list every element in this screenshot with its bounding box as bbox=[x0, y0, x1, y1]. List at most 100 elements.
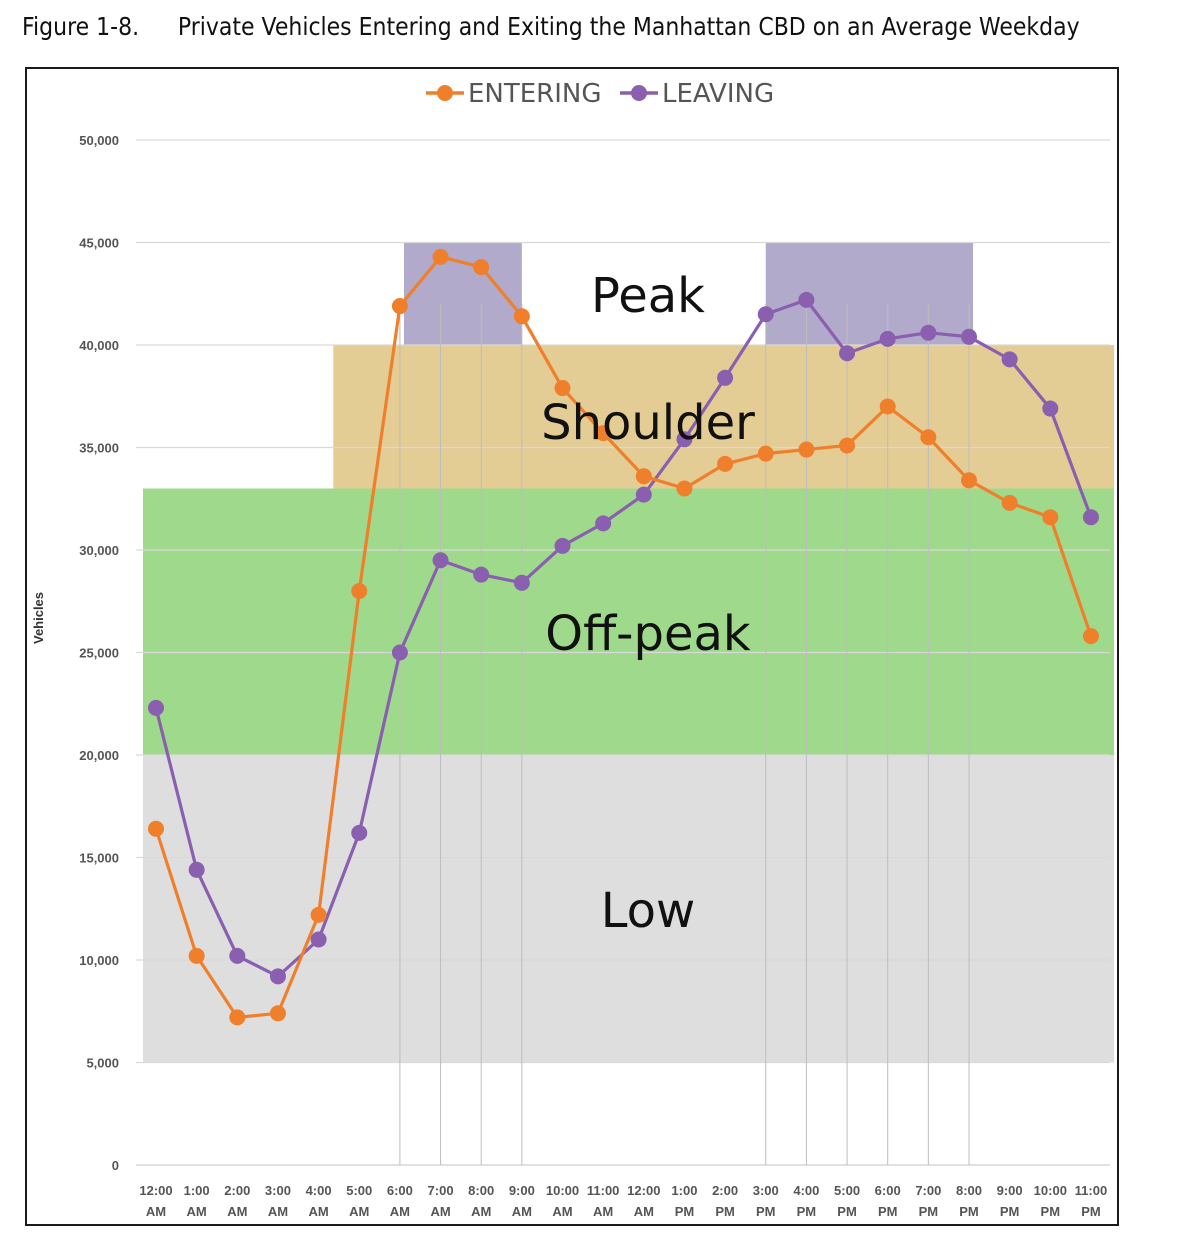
x-tick-label: 2:00 bbox=[712, 1183, 738, 1198]
zone-band-off-peak bbox=[143, 488, 1114, 755]
x-tick-period: AM bbox=[349, 1204, 369, 1219]
data-point bbox=[148, 820, 164, 837]
x-tick-period: AM bbox=[390, 1204, 410, 1219]
x-tick-period: AM bbox=[512, 1204, 532, 1219]
data-point bbox=[1001, 351, 1018, 368]
data-point bbox=[920, 429, 937, 446]
data-point bbox=[432, 552, 449, 569]
data-point bbox=[391, 298, 408, 315]
x-tick-label: 4:00 bbox=[306, 1183, 332, 1198]
data-point bbox=[310, 931, 327, 948]
gridlines bbox=[136, 139, 1110, 1166]
data-point bbox=[269, 1005, 286, 1022]
zone-label-off-peak: Off-peak bbox=[545, 606, 751, 662]
data-point bbox=[717, 455, 734, 472]
zone-label-low: Low bbox=[601, 883, 696, 939]
zone-labels: Low Off-peak Shoulder Peak bbox=[541, 268, 755, 939]
x-tick-label: 12:00 bbox=[627, 1183, 660, 1198]
data-point bbox=[676, 480, 693, 497]
legend-label: ENTERING bbox=[468, 79, 602, 109]
data-point bbox=[635, 486, 652, 503]
y-axis-label: Vehicles bbox=[31, 592, 46, 644]
x-tick-label: 9:00 bbox=[509, 1183, 535, 1198]
data-point bbox=[473, 259, 490, 276]
data-point bbox=[1042, 509, 1059, 526]
data-point bbox=[1082, 509, 1099, 526]
legend-swatch-marker bbox=[437, 85, 453, 101]
data-point bbox=[188, 947, 205, 964]
data-point bbox=[351, 583, 368, 599]
x-tick-period: PM bbox=[959, 1204, 979, 1219]
data-point bbox=[513, 574, 530, 591]
y-tick-labels: 0 5,000 10,000 15,000 20,000 25,000 30,000 35,0… bbox=[79, 133, 119, 1173]
data-point bbox=[391, 644, 408, 661]
zone-band-peak bbox=[765, 242, 974, 345]
zone-label-peak: Peak bbox=[591, 268, 705, 324]
data-point bbox=[635, 468, 652, 485]
x-tick-period: AM bbox=[430, 1204, 450, 1219]
series-leaving bbox=[148, 291, 1099, 985]
x-tick-period: PM bbox=[878, 1204, 898, 1219]
data-point bbox=[188, 861, 205, 878]
series-lines bbox=[148, 248, 1099, 1026]
legend-item-entering: ENTERING bbox=[426, 79, 602, 109]
x-tick-period: PM bbox=[837, 1204, 857, 1219]
data-point bbox=[961, 472, 977, 489]
x-tick-period: AM bbox=[634, 1204, 654, 1219]
x-tick-label: 1:00 bbox=[671, 1183, 697, 1198]
x-tick-labels: 12:00 AM 1:00 AM 2:00 AM 3:00 AM 4:00 AM 5:00 AM 6:0… bbox=[139, 1183, 1107, 1219]
data-point bbox=[676, 431, 693, 448]
data-point bbox=[229, 1009, 246, 1026]
y-tick-label: 50,000 bbox=[79, 133, 119, 148]
data-point bbox=[554, 380, 571, 397]
figure-heading: Figure 1-8. Private Vehicles Entering and… bbox=[22, 12, 1080, 48]
data-point bbox=[798, 441, 815, 458]
data-point bbox=[798, 291, 815, 308]
x-tick-period: AM bbox=[187, 1204, 207, 1219]
x-tick-period: PM bbox=[756, 1204, 776, 1219]
x-tick-label: 11:00 bbox=[1075, 1183, 1108, 1198]
data-point bbox=[473, 566, 490, 583]
x-tick-period: AM bbox=[146, 1204, 166, 1219]
data-point bbox=[879, 398, 896, 415]
x-tick-period: AM bbox=[268, 1204, 288, 1219]
data-point bbox=[757, 306, 774, 323]
series-entering bbox=[148, 248, 1099, 1026]
x-tick-label: 9:00 bbox=[997, 1183, 1023, 1198]
legend-label: LEAVING bbox=[662, 79, 774, 109]
x-tick-label: 5:00 bbox=[346, 1183, 372, 1198]
x-tick-period: PM bbox=[1000, 1204, 1020, 1219]
series-line bbox=[154, 255, 1093, 1020]
data-point bbox=[513, 308, 530, 325]
x-tick-label: 7:00 bbox=[915, 1183, 941, 1198]
legend: ENTERING LEAVING bbox=[426, 79, 774, 109]
data-point bbox=[961, 328, 977, 345]
figure-title: Private Vehicles Entering and Exiting th… bbox=[177, 12, 1080, 41]
x-tick-label: 2:00 bbox=[224, 1183, 250, 1198]
data-point bbox=[432, 248, 449, 265]
data-point bbox=[595, 425, 612, 442]
y-tick-label: 25,000 bbox=[79, 646, 119, 661]
x-tick-period: PM bbox=[1081, 1204, 1101, 1219]
data-point bbox=[1082, 628, 1099, 645]
y-tick-label: 15,000 bbox=[79, 851, 119, 866]
x-tick-period: AM bbox=[593, 1204, 613, 1219]
data-point bbox=[229, 947, 246, 964]
x-tick-label: 3:00 bbox=[753, 1183, 779, 1198]
x-tick-period: AM bbox=[227, 1204, 247, 1219]
y-tick-label: 20,000 bbox=[79, 748, 119, 763]
x-tick-period: PM bbox=[1041, 1204, 1061, 1219]
legend-swatch-marker bbox=[631, 85, 647, 101]
x-tick-label: 11:00 bbox=[587, 1183, 620, 1198]
data-point bbox=[310, 906, 327, 923]
y-tick-label: 45,000 bbox=[79, 236, 119, 251]
data-point bbox=[554, 537, 571, 554]
vertical-guides bbox=[399, 304, 970, 1165]
x-tick-period: PM bbox=[919, 1204, 939, 1219]
data-point bbox=[757, 445, 774, 462]
data-point bbox=[351, 824, 368, 841]
data-point bbox=[1001, 494, 1018, 511]
x-tick-label: 4:00 bbox=[793, 1183, 819, 1198]
x-tick-label: 7:00 bbox=[428, 1183, 454, 1198]
